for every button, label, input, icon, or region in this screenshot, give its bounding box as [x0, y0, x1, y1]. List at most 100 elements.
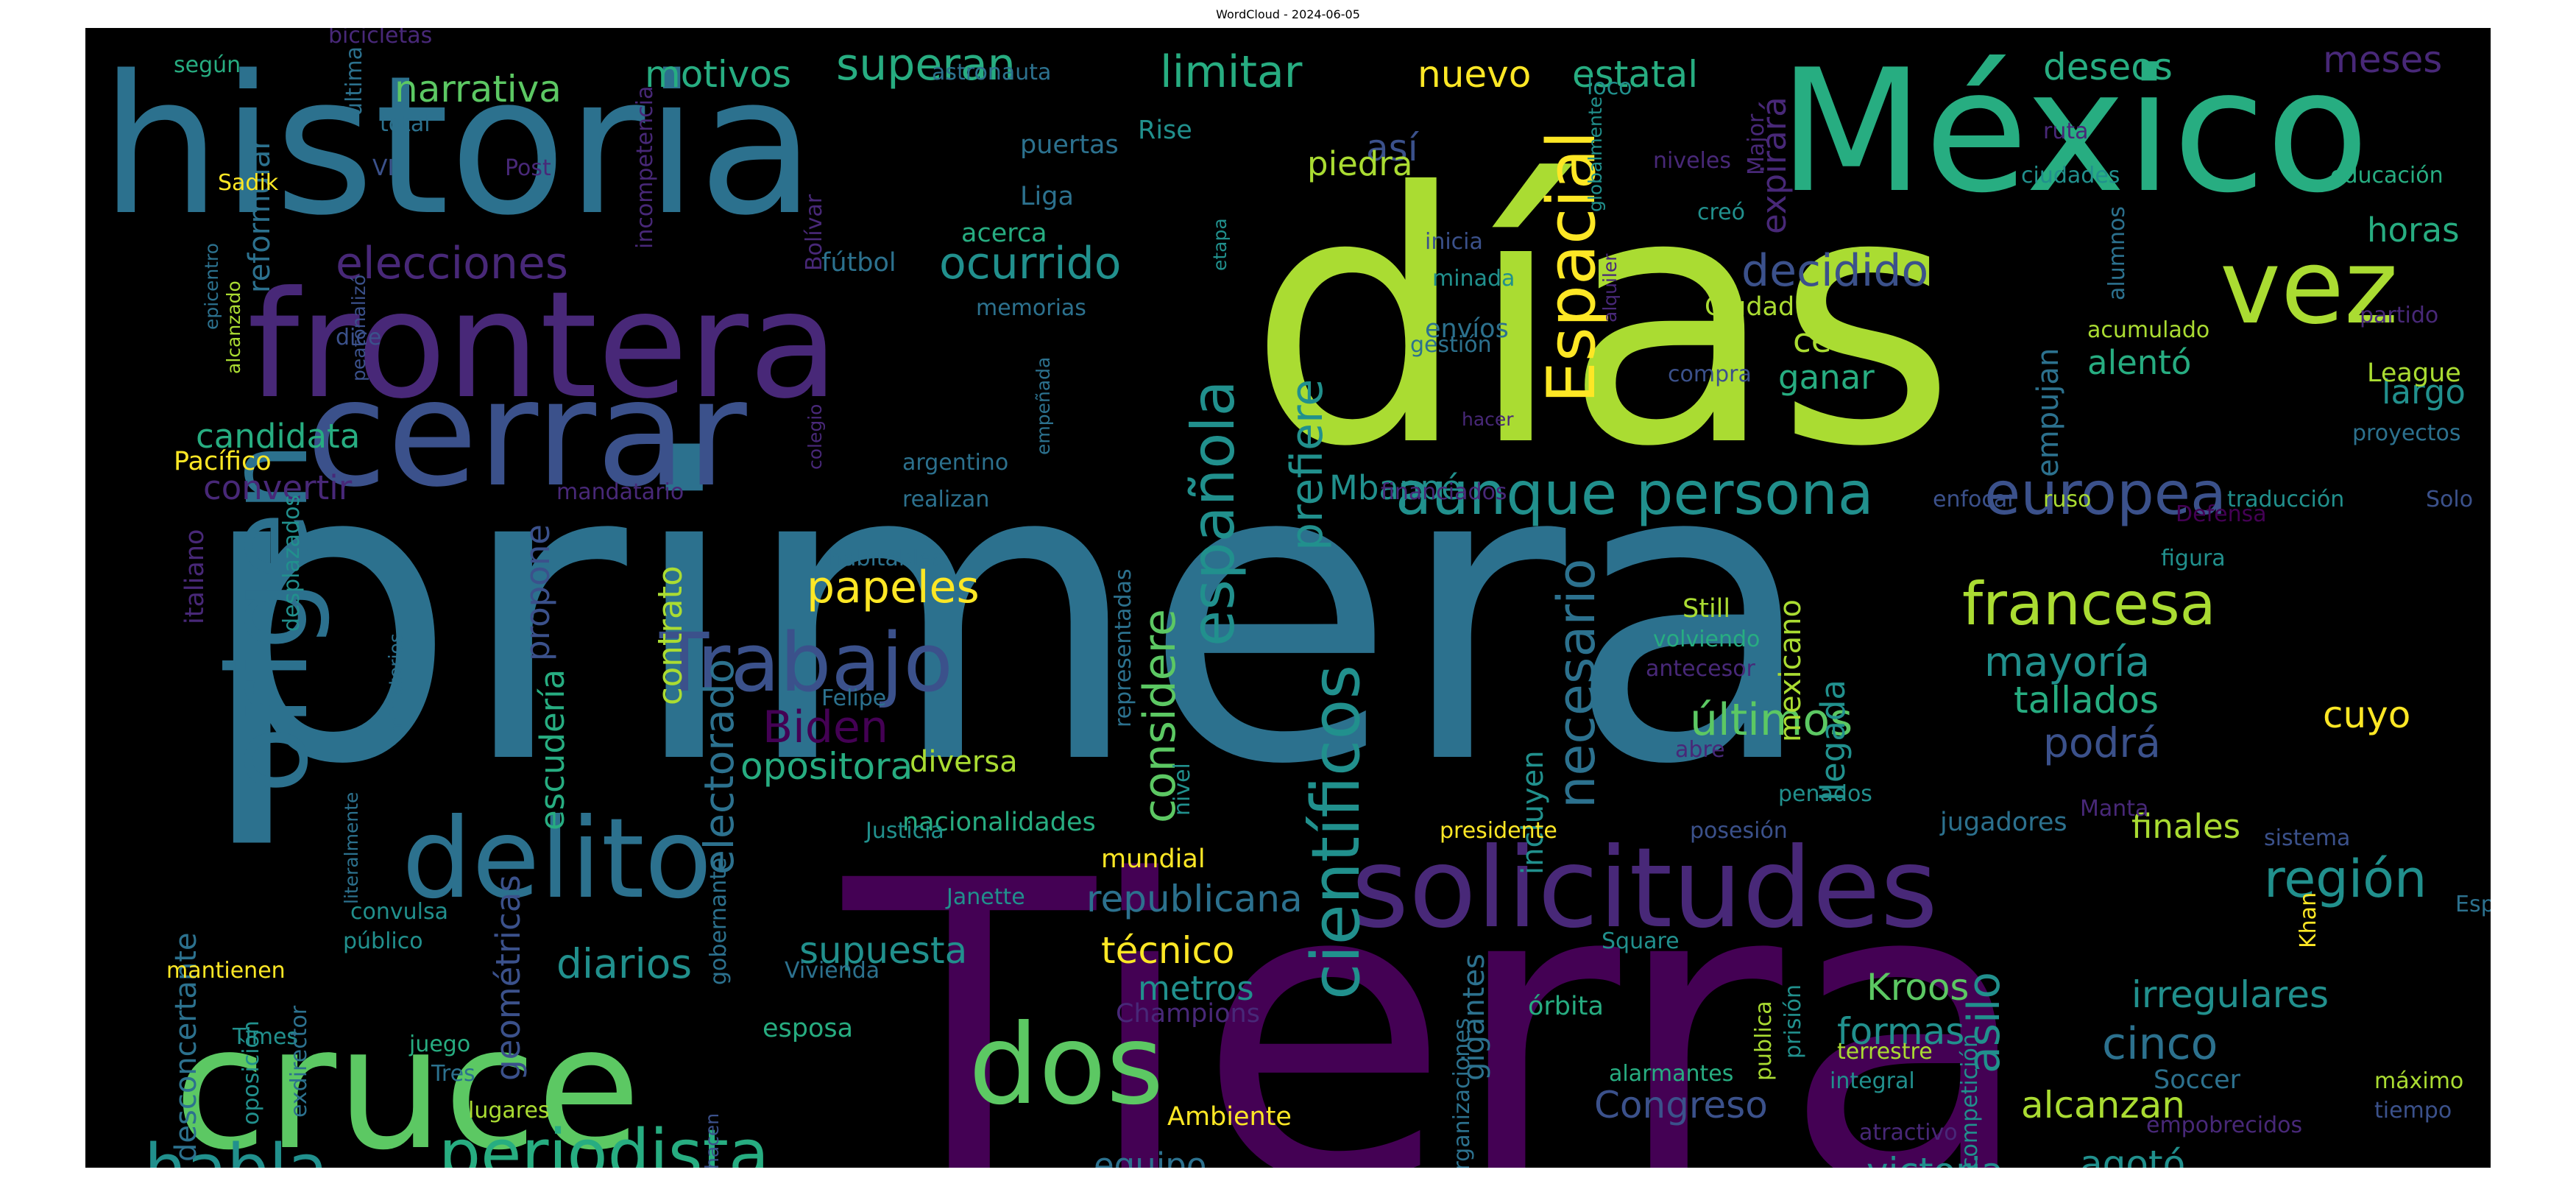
- word-39: piedra: [1307, 144, 1412, 183]
- word-102: fútbol: [821, 248, 896, 278]
- word-126: Times: [232, 1024, 298, 1050]
- word-90: desconcertante: [169, 932, 203, 1162]
- word-184: peatonalizó: [348, 275, 369, 381]
- word-5: historia: [100, 35, 815, 258]
- word-16: habla: [144, 1130, 328, 1168]
- word-110: lugares: [468, 1098, 550, 1124]
- word-177: Solo: [2426, 487, 2473, 512]
- word-88: nacionalidades: [902, 808, 1096, 837]
- word-132: según: [174, 52, 241, 78]
- word-173: proyectos: [2352, 420, 2461, 446]
- word-158: creó: [1697, 200, 1745, 225]
- word-75: Mbappé: [1329, 468, 1462, 507]
- word-99: Liga: [1020, 182, 1074, 211]
- word-95: Ciudad: [1705, 292, 1794, 322]
- word-58: Congreso: [1594, 1084, 1768, 1126]
- word-67: electorado: [696, 659, 743, 875]
- word-120: atractivo: [1859, 1120, 1958, 1146]
- word-130: convulsa: [350, 899, 448, 925]
- word-163: minada: [1432, 266, 1515, 292]
- word-148: desplazados: [279, 495, 305, 632]
- word-119: integral: [1830, 1068, 1915, 1094]
- word-46: mayoría: [1984, 638, 2150, 685]
- word-25: necesario: [1546, 559, 1607, 808]
- chart-title: WordCloud - 2024-06-05: [1216, 7, 1360, 21]
- word-2: Tierra: [837, 794, 2035, 1168]
- word-127: juego: [408, 1031, 470, 1057]
- word-183: alcanzado: [223, 281, 244, 374]
- word-178: Defensa: [2176, 501, 2267, 527]
- word-143: argentino: [902, 450, 1008, 476]
- word-15: periodista: [439, 1115, 769, 1168]
- word-159: ruta: [2043, 119, 2089, 144]
- word-22: francesa: [1962, 570, 2216, 638]
- word-149: ministerios: [385, 633, 406, 735]
- word-122: posesión: [1690, 818, 1788, 844]
- word-14: Trabajo: [659, 616, 953, 710]
- word-83: alentó: [2087, 343, 2191, 382]
- word-165: hacer: [1462, 409, 1514, 430]
- word-53: Kroos: [1866, 966, 1969, 1009]
- word-60: técnico: [1101, 929, 1235, 972]
- word-98: acerca: [961, 219, 1047, 248]
- word-27: prefiere: [1281, 379, 1333, 551]
- word-104: Janette: [945, 884, 1025, 910]
- word-191: hacen: [701, 1113, 723, 1168]
- word-18: científicos: [1298, 665, 1375, 1000]
- word-49: cuyo: [2323, 694, 2410, 736]
- word-20: europea: [1984, 459, 2226, 528]
- word-188: literalmente: [341, 792, 362, 904]
- word-100: puertas: [1020, 130, 1119, 160]
- word-175: ruso: [2043, 487, 2091, 512]
- word-196: empobrecidos: [2146, 1112, 2302, 1138]
- word-186: empeñada: [1033, 357, 1054, 455]
- word-153: abre: [1675, 737, 1725, 763]
- word-71: geométricas: [489, 875, 528, 1081]
- word-92: Pacífico: [174, 447, 272, 476]
- word-33: narrativa: [394, 68, 562, 110]
- word-133: bicicletas: [328, 28, 432, 49]
- word-11: solicitudes: [1351, 825, 1938, 953]
- word-54: formas: [1837, 1010, 1964, 1053]
- word-109: Ambiente: [1167, 1102, 1292, 1132]
- word-185: gobernante: [706, 858, 732, 985]
- word-7: cerrar: [306, 348, 748, 520]
- word-171: partido: [2360, 303, 2438, 328]
- word-164: gestión: [1410, 332, 1492, 358]
- wordcloud-background: [85, 28, 2491, 1168]
- word-117: Square: [1602, 928, 1680, 954]
- word-86: jugadores: [1939, 808, 2067, 837]
- word-167: alquiler: [1599, 253, 1621, 322]
- word-43: papeles: [807, 562, 980, 613]
- word-55: alcanzan: [2021, 1084, 2185, 1126]
- word-72: candidata: [196, 417, 360, 456]
- word-8: cruce: [174, 991, 641, 1168]
- word-144: realizan: [902, 487, 989, 512]
- word-101: Rise: [1138, 116, 1192, 145]
- word-51: cinco: [2102, 1018, 2218, 1070]
- word-129: Vivienda: [785, 958, 880, 984]
- word-151: representadas: [1111, 568, 1136, 727]
- word-13: dos: [969, 1001, 1164, 1129]
- word-106: presidente: [1440, 818, 1557, 844]
- word-195: competición: [1957, 1034, 1983, 1168]
- word-24: considere: [1134, 609, 1186, 823]
- word-124: sistema: [2264, 825, 2350, 851]
- word-78: llegada: [1814, 680, 1853, 801]
- word-80: ganar: [1778, 358, 1875, 397]
- word-6: frontera: [247, 260, 839, 431]
- word-26: región: [2264, 849, 2427, 909]
- word-41: expirará: [1755, 96, 1794, 234]
- word-145: habitables: [829, 546, 944, 571]
- word-182: epicentro: [201, 243, 222, 330]
- word-38: así: [1366, 127, 1420, 169]
- word-176: traducción: [2227, 487, 2344, 512]
- word-189: exdirector: [286, 1005, 312, 1118]
- word-89: mundial: [1101, 844, 1206, 874]
- word-160: ciudades: [2021, 163, 2120, 188]
- word-141: memorias: [976, 295, 1086, 321]
- word-74: reformular: [243, 138, 277, 293]
- word-161: educación: [2330, 163, 2444, 188]
- word-50: irregulares: [2131, 973, 2329, 1016]
- word-152: nivel: [1170, 763, 1195, 816]
